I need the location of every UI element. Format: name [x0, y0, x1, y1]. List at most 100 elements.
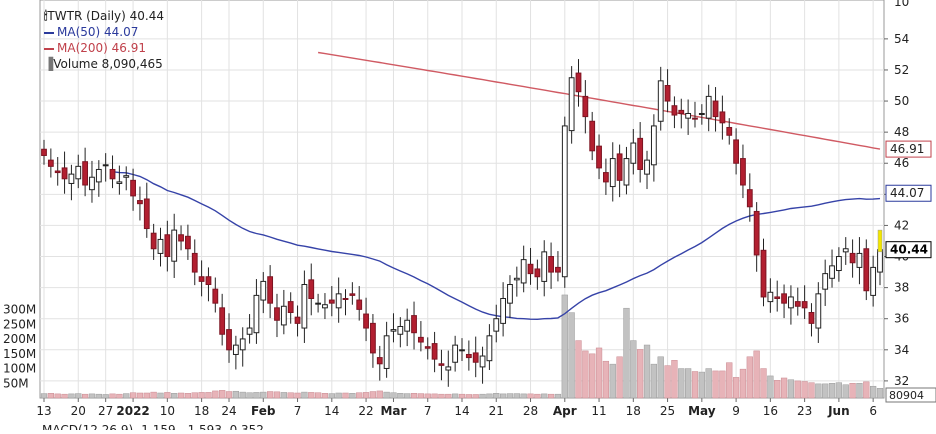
candle-body — [753, 210, 760, 256]
volume-bar — [417, 393, 425, 399]
candle-body — [438, 363, 445, 366]
price-tick-label: 52 — [894, 63, 909, 77]
volume-bar — [212, 390, 219, 399]
candle-body — [397, 325, 404, 335]
volume-bar — [726, 362, 733, 399]
candle-body — [130, 179, 136, 197]
volume-bar — [774, 380, 781, 399]
candle-body — [568, 77, 575, 132]
candle-body — [534, 268, 541, 278]
volume-bar — [225, 391, 233, 399]
candle-body — [698, 112, 705, 115]
volume-bar — [732, 377, 740, 399]
volume-bar — [630, 340, 637, 399]
candle-body — [95, 168, 102, 183]
candle-body — [479, 355, 486, 368]
volume-bar — [486, 393, 493, 399]
volume-bar — [828, 383, 836, 399]
volume-bar — [123, 393, 130, 399]
candle-body — [548, 256, 554, 273]
volume-bar — [328, 393, 335, 399]
ma200-line — [317, 51, 881, 150]
volume-bar — [719, 370, 726, 399]
candle-body — [102, 164, 109, 167]
candle-body — [445, 366, 452, 371]
candle-body — [767, 291, 774, 303]
price-tick-label: 38 — [894, 281, 909, 295]
date-tick-label: 11 — [591, 404, 606, 418]
date-tick-label: 23 — [797, 404, 812, 418]
volume-bar — [602, 360, 610, 399]
candle-body — [301, 284, 308, 329]
volume-bar — [260, 391, 267, 399]
candle-body — [75, 165, 82, 180]
volume-bar — [198, 392, 205, 399]
price-tick-label: 46 — [894, 156, 909, 170]
volume-bar — [424, 393, 431, 399]
candle-body — [335, 293, 342, 309]
volume-bar — [342, 392, 349, 399]
candle-body — [746, 189, 753, 208]
last-candle-highlight — [877, 229, 883, 253]
candle-body — [287, 301, 294, 313]
volume-bar — [157, 392, 164, 399]
candle-body — [123, 175, 130, 178]
candle-body — [82, 161, 89, 186]
price-value-label: 46.91 — [890, 142, 924, 156]
volume-bar — [863, 381, 870, 399]
volume-value-label: 80904 — [889, 389, 924, 402]
volume-bar — [664, 365, 671, 399]
volume-bar — [582, 350, 589, 399]
volume-bar — [362, 392, 370, 399]
volume-bar — [849, 383, 856, 399]
candle-body — [589, 120, 596, 152]
price-tick-label: 34 — [894, 343, 909, 357]
candle-body — [808, 311, 815, 324]
date-tick-label: 7 — [424, 404, 432, 418]
candle-body — [671, 105, 678, 116]
chart-legend: 🕯TWTR (Daily) 40.44 MA(50) 44.07 MA(200)… — [44, 8, 164, 72]
candle-body — [404, 319, 411, 332]
candle-body — [664, 85, 671, 102]
volume-bar — [589, 353, 596, 399]
date-tick-label: Mar — [380, 404, 406, 418]
volume-bar — [753, 350, 760, 399]
volume-bar — [595, 347, 603, 399]
candle-body — [616, 153, 623, 181]
candle-body — [308, 279, 315, 299]
volume-bar — [534, 393, 541, 399]
date-tick-label: 14 — [454, 404, 469, 418]
legend-ma200: MA(200) 46.91 — [44, 40, 164, 56]
candle-body — [205, 276, 212, 286]
volume-bar — [68, 393, 75, 399]
volume-bar — [143, 392, 150, 399]
price-tick-label-cut: 10 — [894, 0, 909, 9]
candle-body — [185, 235, 191, 250]
date-tick-label: 16 — [763, 404, 778, 418]
volume-bar — [308, 392, 315, 399]
volume-bar — [787, 379, 795, 399]
candle-body — [650, 125, 657, 166]
volume-bar — [81, 393, 89, 399]
date-tick-label: 9 — [732, 404, 740, 418]
volume-bar — [369, 391, 377, 399]
volume-bar — [177, 392, 185, 399]
volume-bar — [835, 382, 843, 399]
volume-bar — [452, 393, 459, 399]
candle-body — [47, 159, 54, 167]
volume-bar — [547, 393, 555, 399]
candle-body — [239, 338, 246, 351]
volume-bar — [219, 390, 226, 399]
candle-body — [109, 168, 116, 180]
volume-bar — [397, 393, 404, 399]
volume-bar — [760, 368, 767, 399]
legend-ma50: MA(50) 44.07 — [44, 24, 164, 40]
candle-body — [356, 299, 363, 310]
price-tick-label: 48 — [894, 125, 909, 139]
volume-bar — [102, 394, 109, 399]
volume-bar — [445, 393, 452, 399]
volume-bar — [356, 392, 363, 399]
volume-bar — [575, 340, 582, 399]
candle-body — [603, 172, 609, 183]
candle-body — [582, 95, 589, 118]
